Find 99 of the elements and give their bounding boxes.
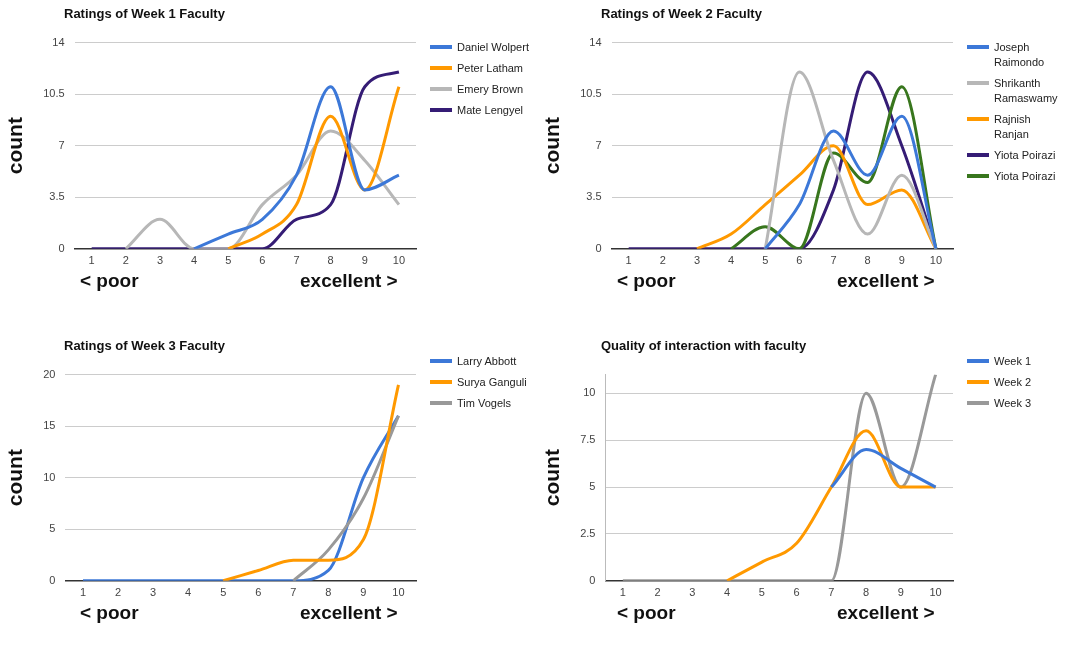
x-tick-label: 4 xyxy=(191,254,198,267)
x-tick-label: 7 xyxy=(293,254,300,267)
x-tick-label: 6 xyxy=(793,586,800,599)
x-tick-label: 9 xyxy=(898,254,905,267)
legend-label: Rajnish Ranjan xyxy=(994,112,1032,142)
x-tick-label: 1 xyxy=(88,254,95,267)
x-tick-label: 1 xyxy=(79,586,87,599)
x-tick-label: 2 xyxy=(659,254,666,267)
x-tick-label: 6 xyxy=(259,254,266,267)
x-tick-label: 1 xyxy=(625,254,632,267)
x-tick-label: 7 xyxy=(290,586,297,599)
line-series xyxy=(725,429,938,581)
x-tick-label: 7 xyxy=(830,254,837,267)
text: excellent > xyxy=(837,270,935,292)
legend-label: Peter Latham xyxy=(457,61,524,76)
y-tick-label: 15 xyxy=(43,419,56,432)
chart-title: Quality of interaction with faculty xyxy=(601,338,807,353)
text: excellent > xyxy=(300,602,398,624)
x-tick-label: 8 xyxy=(863,586,870,599)
line-series xyxy=(90,70,401,249)
y-tick-label: 5 xyxy=(49,522,56,535)
line-series xyxy=(221,383,400,581)
y-tick-label: 7 xyxy=(58,138,65,151)
y-tick-label: 10.5 xyxy=(43,87,65,100)
line-series xyxy=(192,85,401,249)
y-tick-label: 3.5 xyxy=(49,190,65,203)
x-tick-label: 2 xyxy=(114,586,122,599)
x-tick-label: 8 xyxy=(327,254,334,267)
x-tick-label: 5 xyxy=(225,254,232,267)
y-tick-label: 20 xyxy=(43,367,56,380)
x-tick-label: 6 xyxy=(255,586,262,599)
y-tick-label: 0 xyxy=(58,241,65,254)
y-tick-label: 0 xyxy=(595,241,602,254)
x-tick-label: 4 xyxy=(728,254,735,267)
legend-label: Shrikanth Ramaswamy xyxy=(994,76,1059,106)
text: excellent > xyxy=(300,270,398,292)
x-tick-label: 3 xyxy=(693,254,701,267)
legend-label: Yiota Poirazi xyxy=(994,169,1056,184)
y-tick-label: 2.5 xyxy=(580,526,596,539)
text: excellent > xyxy=(837,602,935,624)
text: < poor xyxy=(80,270,139,292)
line-series xyxy=(226,85,401,249)
legend-label: Mate Lengyel xyxy=(457,103,524,118)
legend-label: Surya Ganguli xyxy=(457,375,527,390)
text: < poor xyxy=(80,602,139,624)
x-tick-label: 3 xyxy=(689,586,696,599)
y-axis-title: count xyxy=(540,449,564,507)
x-tick-label: 8 xyxy=(325,586,332,599)
y-axis-title: count xyxy=(3,449,27,507)
legend-label: Week 2 xyxy=(994,375,1032,390)
x-tick-label: 8 xyxy=(864,254,871,267)
y-axis-title: count xyxy=(540,117,564,175)
text: < poor xyxy=(617,602,676,624)
y-tick-label: 0 xyxy=(589,573,596,586)
x-tick-label: 10 xyxy=(929,586,942,599)
y-tick-label: 10 xyxy=(43,470,56,483)
legend-label: Tim Vogels xyxy=(457,396,512,411)
chart-title: Ratings of Week 1 Faculty xyxy=(64,6,225,21)
y-tick-label: 0 xyxy=(49,573,56,586)
x-tick-label: 5 xyxy=(220,586,227,599)
x-tick-label: 6 xyxy=(796,254,803,267)
legend-label: Emery Brown xyxy=(457,82,524,97)
y-tick-label: 14 xyxy=(589,35,602,48)
x-tick-label: 3 xyxy=(150,586,157,599)
y-tick-label: 7 xyxy=(595,138,602,151)
x-tick-label: 5 xyxy=(762,254,769,267)
x-tick-label: 2 xyxy=(654,586,661,599)
x-tick-label: 4 xyxy=(185,586,192,599)
legend-label: Joseph Raimondo xyxy=(994,40,1046,70)
x-tick-label: 9 xyxy=(897,586,904,599)
chart-title: Ratings of Week 3 Faculty xyxy=(64,338,225,353)
x-tick-label: 5 xyxy=(758,586,765,599)
chart-title: Ratings of Week 2 Faculty xyxy=(601,6,762,21)
legend-label: Week 1 xyxy=(994,354,1032,369)
y-tick-label: 3.5 xyxy=(586,190,602,203)
legend-label: Larry Abbott xyxy=(457,354,517,369)
x-tick-label: 2 xyxy=(122,254,129,267)
legend-label: Yiota Poirazi xyxy=(994,148,1056,163)
y-tick-label: 14 xyxy=(52,35,65,48)
x-tick-label: 4 xyxy=(724,586,731,599)
line-series xyxy=(81,414,400,581)
line-series xyxy=(621,374,938,581)
y-tick-label: 10.5 xyxy=(580,87,602,100)
legend-label: Week 3 xyxy=(994,396,1032,411)
text: < poor xyxy=(617,270,676,292)
x-tick-label: 9 xyxy=(360,586,367,599)
x-tick-label: 9 xyxy=(361,254,368,267)
y-tick-label: 7.5 xyxy=(580,433,596,446)
x-tick-label: 10 xyxy=(392,586,405,599)
legend-label: Daniel Wolpert xyxy=(457,40,529,55)
x-tick-label: 3 xyxy=(156,254,164,267)
y-tick-label: 10 xyxy=(583,386,596,399)
y-tick-label: 5 xyxy=(589,480,596,493)
x-tick-label: 1 xyxy=(619,586,626,599)
y-axis-title: count xyxy=(3,117,27,175)
line-series xyxy=(763,114,938,249)
x-tick-label: 10 xyxy=(929,254,943,267)
x-tick-label: 7 xyxy=(828,586,835,599)
x-tick-label: 10 xyxy=(392,254,406,267)
